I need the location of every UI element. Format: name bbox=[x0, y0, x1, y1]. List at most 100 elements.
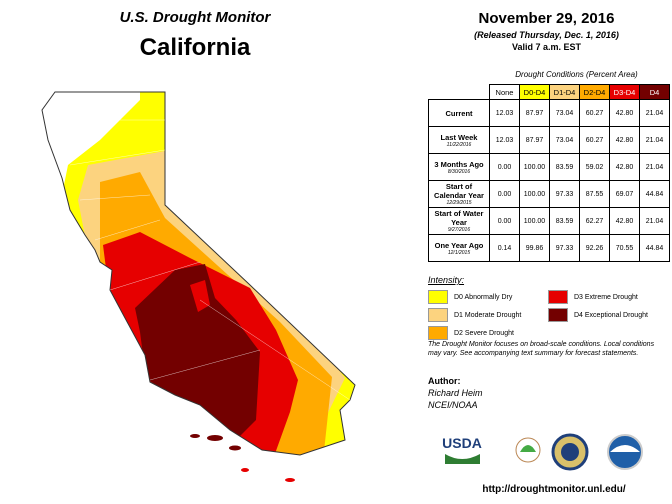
cell-value: 21.04 bbox=[639, 126, 670, 154]
column-header: D1-D4 bbox=[549, 84, 580, 100]
cell-value: 42.80 bbox=[609, 126, 640, 154]
row-label: One Year Ago 12/1/2015 bbox=[428, 234, 490, 262]
legend-swatch bbox=[428, 308, 448, 322]
cell-value: 100.00 bbox=[519, 153, 550, 181]
cell-value: 99.86 bbox=[519, 234, 550, 262]
row-name: Start of Water Year bbox=[434, 209, 484, 227]
column-header: D3-D4 bbox=[609, 84, 640, 100]
column-header: D4 bbox=[639, 84, 670, 100]
column-header: None bbox=[489, 84, 520, 100]
legend-item: D3 Extreme Drought bbox=[548, 288, 658, 306]
table-row: One Year Ago 12/1/2015 0.14 99.86 97.33 92.26… bbox=[428, 234, 670, 262]
cell-value: 42.80 bbox=[609, 207, 640, 235]
row-date: 11/22/2016 bbox=[446, 141, 472, 148]
valid-time: Valid 7 a.m. EST bbox=[511, 42, 582, 52]
cell-value: 42.80 bbox=[609, 153, 640, 181]
row-label: 3 Months Ago 8/30/2016 bbox=[428, 153, 490, 181]
table-row: 3 Months Ago 8/30/2016 0.00 100.00 83.59 59.0… bbox=[428, 153, 670, 181]
drought-areas bbox=[42, 92, 355, 455]
legend-item: D1 Moderate Drought bbox=[428, 306, 538, 324]
legend-label: D0 Abnormally Dry bbox=[454, 293, 513, 301]
legend: D0 Abnormally Dry D1 Moderate Drought D2 S… bbox=[428, 288, 668, 342]
cell-value: 87.97 bbox=[519, 99, 550, 127]
cell-value: 59.02 bbox=[579, 153, 610, 181]
row-name: One Year Ago bbox=[434, 240, 484, 250]
row-date: 12/1/2015 bbox=[447, 249, 471, 256]
row-date: 12/29/2015 bbox=[446, 200, 472, 206]
author-org: NCEI/NOAA bbox=[428, 400, 478, 410]
map: U.S. Drought Monitor California bbox=[41, 9, 356, 482]
table-row: Current 12.03 87.97 73.04 60.27 42.80 21.04 bbox=[428, 99, 670, 127]
row-name: Current bbox=[445, 108, 473, 118]
cell-value: 87.97 bbox=[519, 126, 550, 154]
row-name: Last Week bbox=[440, 132, 478, 142]
cell-value: 44.84 bbox=[639, 234, 670, 262]
cell-value: 12.03 bbox=[489, 126, 520, 154]
corner-cell bbox=[429, 85, 490, 100]
row-label: Start of Water Year 9/27/2016 bbox=[428, 207, 490, 235]
release-date: (Released Thursday, Dec. 1, 2016) bbox=[474, 30, 619, 40]
cell-value: 87.55 bbox=[579, 180, 610, 208]
column-header: D2-D4 bbox=[579, 84, 610, 100]
cell-value: 12.03 bbox=[489, 99, 520, 127]
url[interactable]: http://droughtmonitor.unl.edu/ bbox=[482, 484, 626, 495]
table-row: Last Week 11/22/2016 12.03 87.97 73.04 60.27 4… bbox=[428, 126, 670, 154]
author-heading: Author: bbox=[428, 376, 461, 386]
legend-swatch bbox=[428, 290, 448, 304]
table-caption: Drought Conditions (Percent Area) bbox=[515, 70, 638, 79]
legend-item: D2 Severe Drought bbox=[428, 324, 538, 342]
row-date: 8/30/2016 bbox=[447, 168, 471, 175]
cell-value: 60.27 bbox=[579, 99, 610, 127]
legend-swatch bbox=[548, 290, 568, 304]
row-name: 3 Months Ago bbox=[434, 159, 484, 169]
column-header: D0-D4 bbox=[519, 84, 550, 100]
cell-value: 62.27 bbox=[579, 207, 610, 235]
header-row: None D0-D4 D1-D4 D2-D4 D3-D4 D4 bbox=[429, 84, 670, 100]
legend-item: D0 Abnormally Dry bbox=[428, 288, 538, 306]
cell-value: 69.07 bbox=[609, 180, 640, 208]
cell-value: 97.33 bbox=[549, 180, 580, 208]
table-row: Start of Calendar Year 12/29/2015 0.00 100.… bbox=[428, 180, 670, 208]
legend-label: D1 Moderate Drought bbox=[454, 311, 522, 319]
legend-title: Intensity: bbox=[428, 275, 465, 285]
cell-value: 21.04 bbox=[639, 99, 670, 127]
usda-logo: USDA bbox=[442, 435, 482, 451]
state-name: California bbox=[140, 34, 251, 61]
cell-value: 73.04 bbox=[549, 126, 580, 154]
cell-value: 21.04 bbox=[639, 207, 670, 235]
note: The Drought Monitor focuses on broad-sca… bbox=[428, 341, 655, 357]
title: U.S. Drought Monitor bbox=[120, 9, 272, 26]
row-label: Last Week 11/22/2016 bbox=[428, 126, 490, 154]
cell-value: 44.84 bbox=[639, 180, 670, 208]
legend-swatch bbox=[548, 308, 568, 322]
legend-label: D4 Exceptional Drought bbox=[574, 311, 648, 319]
cell-value: 0.00 bbox=[489, 153, 520, 181]
legend-label: D2 Severe Drought bbox=[454, 329, 514, 337]
cell-value: 60.27 bbox=[579, 126, 610, 154]
conditions-table: None D0-D4 D1-D4 D2-D4 D3-D4 D4 Current 12.03 87… bbox=[428, 84, 670, 262]
cell-value: 100.00 bbox=[519, 180, 550, 208]
cell-value: 21.04 bbox=[639, 153, 670, 181]
cell-value: 100.00 bbox=[519, 207, 550, 235]
cell-value: 0.14 bbox=[489, 234, 520, 262]
cell-value: 70.55 bbox=[609, 234, 640, 262]
author-name: Richard Heim bbox=[428, 388, 483, 398]
legend-item: D4 Exceptional Drought bbox=[548, 306, 658, 324]
cell-value: 0.00 bbox=[489, 180, 520, 208]
legend-label: D3 Extreme Drought bbox=[574, 293, 638, 301]
table-row: Start of Water Year 9/27/2016 0.00 100.00 83… bbox=[428, 207, 670, 235]
cell-value: 83.59 bbox=[549, 207, 580, 235]
cell-value: 97.33 bbox=[549, 234, 580, 262]
row-label: Current bbox=[428, 99, 490, 127]
cell-value: 0.00 bbox=[489, 207, 520, 235]
cell-value: 92.26 bbox=[579, 234, 610, 262]
row-date: 9/27/2016 bbox=[447, 227, 471, 233]
row-label: Start of Calendar Year 12/29/2015 bbox=[428, 180, 490, 208]
logos: USDA bbox=[442, 433, 643, 471]
row-name: Start of Calendar Year bbox=[434, 182, 484, 200]
map-date: November 29, 2016 bbox=[478, 10, 615, 27]
legend-swatch bbox=[428, 326, 448, 340]
cell-value: 83.59 bbox=[549, 153, 580, 181]
cell-value: 42.80 bbox=[609, 99, 640, 127]
